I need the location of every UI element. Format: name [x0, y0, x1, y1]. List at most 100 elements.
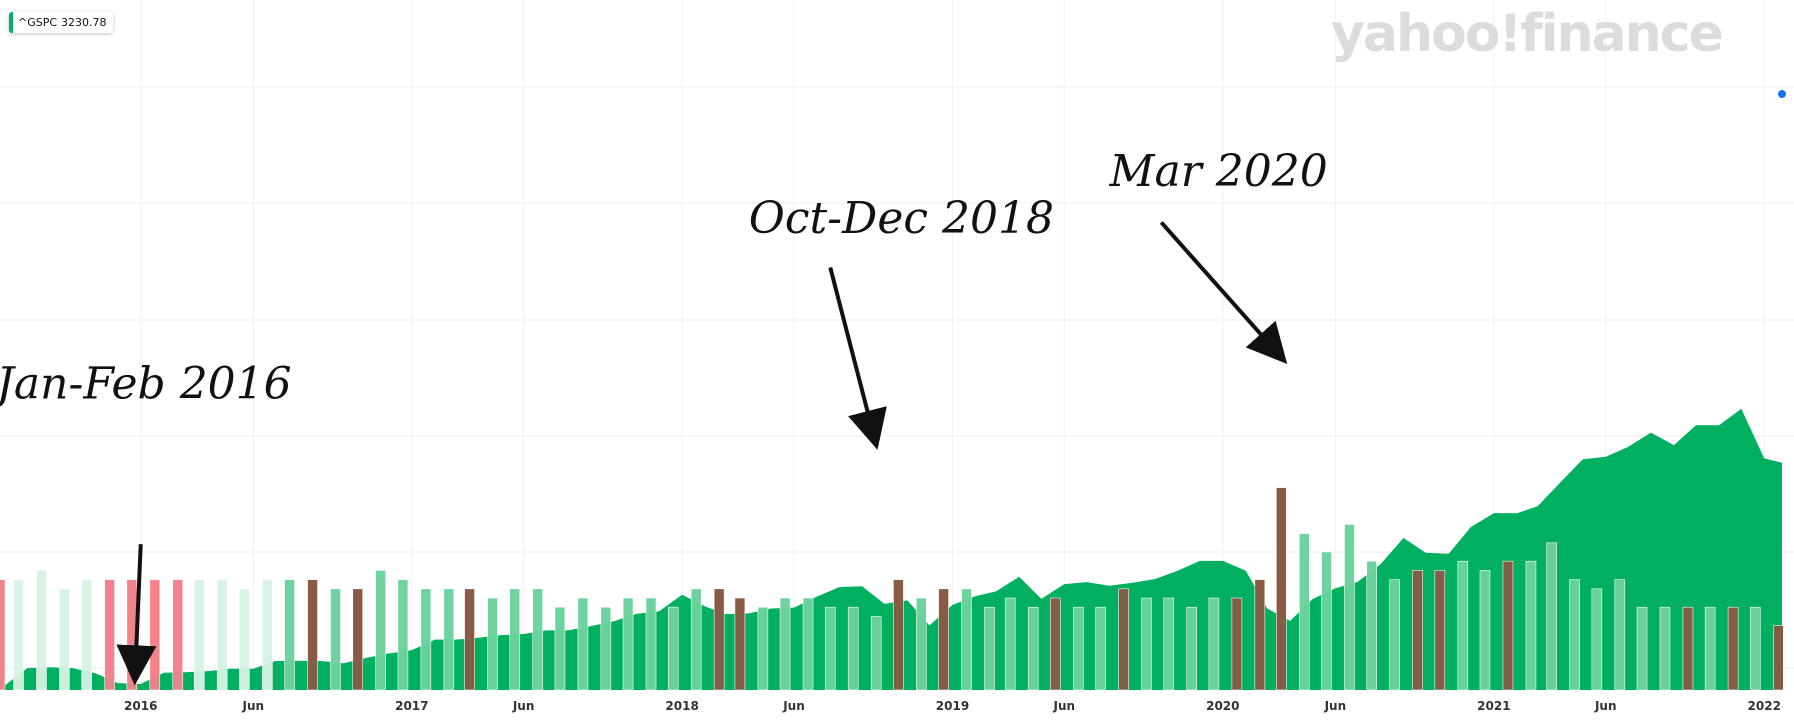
volume-bar	[307, 579, 318, 691]
volume-bar	[1389, 579, 1400, 691]
volume-bar	[487, 597, 498, 691]
x-tick-label: Jun	[242, 699, 265, 713]
x-tick-label: 2017	[395, 699, 428, 713]
volume-bar	[984, 606, 995, 691]
annotation-label: Oct-Dec 2018	[749, 193, 1054, 244]
x-tick-label: 2016	[124, 699, 157, 713]
volume-bar	[713, 588, 725, 691]
volume-bar	[397, 579, 409, 691]
volume-bar	[824, 606, 836, 691]
volume-bar	[1546, 542, 1557, 691]
volume-bar	[1704, 606, 1716, 691]
volume-bar	[216, 579, 228, 691]
volume-bar	[1479, 570, 1491, 691]
volume-bar	[734, 597, 746, 691]
x-tick-label: Jun	[782, 699, 805, 713]
volume-bar	[1727, 606, 1739, 691]
volume-bar	[757, 606, 769, 691]
volume-bar	[1118, 588, 1129, 691]
volume-bar	[172, 579, 184, 691]
ticker-symbol: ^GSPC	[18, 16, 58, 29]
volume-bar	[59, 588, 70, 691]
x-tick-label: Jun	[1324, 699, 1347, 713]
volume-bar	[81, 579, 92, 691]
volume-bar	[1254, 579, 1266, 691]
volume-bar	[938, 588, 949, 691]
volume-bar	[1682, 606, 1694, 691]
annotation-arrow	[116, 544, 157, 686]
x-tick-label: Jun	[1594, 699, 1617, 713]
volume-bar	[1366, 560, 1377, 691]
annotation-arrow	[828, 267, 887, 450]
x-tick-label: 2018	[665, 699, 698, 713]
volume-bar	[284, 579, 295, 691]
ticker-badge[interactable]: ^GSPC 3230.78	[9, 12, 113, 33]
volume-bar	[1772, 625, 1784, 691]
volume-bar	[330, 588, 341, 691]
volume-bar	[847, 606, 859, 691]
x-tick-label: 2022	[1748, 699, 1781, 713]
volume-bar	[532, 588, 544, 691]
last-price-point[interactable]	[1778, 90, 1786, 98]
volume-bar	[1502, 560, 1514, 691]
volume-bar	[1141, 597, 1152, 691]
volume-bar	[1525, 560, 1537, 691]
volume-bar	[1321, 551, 1332, 691]
volume-bar	[961, 588, 972, 691]
volume-bar	[1636, 606, 1648, 691]
x-axis: 2016 Jun 2017 Jun 2018 Jun 2019 Jun 2020 Jun 2021 J…	[124, 699, 1781, 713]
volume-bar	[1163, 597, 1175, 691]
volume-bar	[1027, 606, 1039, 691]
volume-bar	[1095, 606, 1106, 691]
volume-bar	[1004, 597, 1016, 691]
volume-bar	[1614, 579, 1626, 691]
volume-bar	[239, 588, 250, 691]
volume-bar	[193, 579, 205, 691]
volume-bar	[1750, 606, 1761, 691]
annotation-arrow	[1159, 221, 1288, 364]
volume-bar	[667, 606, 679, 691]
volume-bar	[1434, 570, 1446, 691]
x-tick-label: 2021	[1477, 699, 1510, 713]
volume-bar	[420, 588, 432, 691]
volume-bar	[36, 570, 47, 691]
volume-bar	[443, 588, 455, 691]
volume-bar	[554, 606, 566, 691]
volume-bar	[577, 597, 589, 691]
volume-bar	[1208, 597, 1220, 691]
volume-bar	[1276, 487, 1287, 691]
volume-bar	[645, 597, 657, 691]
volume-bar	[1457, 560, 1469, 691]
volume-bar	[916, 597, 927, 691]
volume-bar	[870, 616, 882, 691]
volume-bar	[802, 597, 814, 691]
volume-bar	[1412, 570, 1423, 691]
x-tick-label: Jun	[512, 699, 535, 713]
annotation-label: Mar 2020	[1108, 146, 1327, 197]
x-tick-label: 2020	[1206, 699, 1239, 713]
volume-bar	[464, 588, 475, 691]
volume-bar	[1591, 588, 1603, 691]
volume-bar	[0, 579, 6, 691]
volume-bar	[1186, 606, 1198, 691]
volume-bar	[779, 597, 791, 691]
volume-bar	[622, 597, 634, 691]
annotations: Jan-Feb 2016 Oct-Dec 2018 Mar 2020	[0, 146, 1328, 686]
volume-bar	[1569, 579, 1580, 691]
x-tick-label: Jun	[1053, 699, 1076, 713]
yahoo-finance-logo: yahoo!finance	[1331, 4, 1724, 64]
volume-bar	[1344, 524, 1355, 691]
volume-bar	[13, 579, 24, 691]
volume-bar	[509, 588, 521, 691]
volume-bar	[1231, 597, 1243, 691]
volume-bar	[600, 606, 612, 691]
annotation-label: Jan-Feb 2016	[0, 358, 292, 409]
volume-bar	[104, 579, 115, 691]
x-tick-label: 2019	[936, 699, 969, 713]
volume-bar	[352, 588, 364, 691]
volume-bar	[1298, 533, 1310, 691]
price-area	[0, 408, 1782, 690]
volume-bar	[375, 570, 386, 691]
volume-bar	[262, 579, 273, 691]
